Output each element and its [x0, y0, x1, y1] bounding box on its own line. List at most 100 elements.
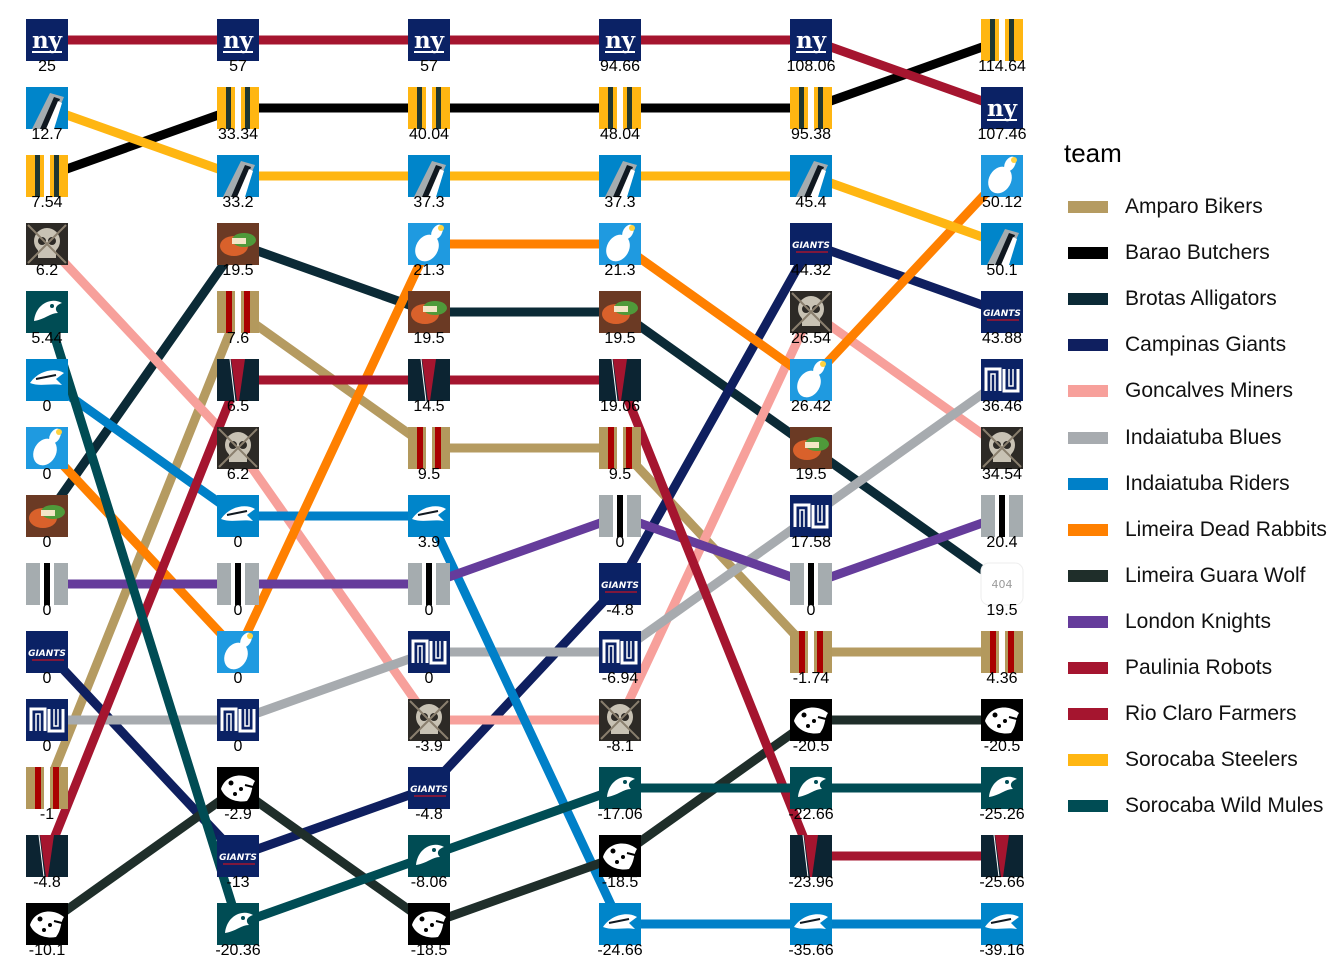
logo-missing-404-icon: 404	[980, 562, 1024, 606]
value-label: -20.36	[215, 942, 260, 959]
value-label: 20.4	[986, 534, 1017, 551]
legend-label: Rio Claro Farmers	[1125, 702, 1297, 726]
value-label: 19.5	[986, 602, 1017, 619]
legend-item-indaiatuba-riders: Indaiatuba Riders	[1064, 461, 1344, 507]
legend-swatch	[1068, 247, 1108, 260]
svg-text:GIANTS: GIANTS	[219, 853, 257, 863]
legend-item-amparo-bikers: Amparo Bikers	[1064, 184, 1344, 230]
value-label: -22.66	[788, 806, 833, 823]
value-label: 4.36	[986, 670, 1017, 687]
value-label: 6.2	[36, 262, 58, 279]
logo-nu-blue-icon	[408, 631, 450, 673]
logo-jaguar-black-icon	[408, 903, 450, 945]
team-logos: 404 GIANTS GIANTS GIANTS GIANTS GIANTS GIANTS n…	[26, 19, 1024, 945]
value-label: 40.04	[409, 126, 449, 143]
value-label: 0	[234, 602, 243, 619]
legend-label: Barao Butchers	[1125, 241, 1270, 265]
logo-jaguar-black-icon	[217, 767, 259, 809]
svg-text:ny: ny	[605, 27, 636, 54]
svg-text:GIANTS: GIANTS	[410, 785, 448, 795]
logo-gator-cartoon-icon	[408, 291, 450, 333]
value-label: 37.3	[413, 194, 444, 211]
logo-rabbit-blue-icon	[408, 223, 450, 265]
legend-item-limeira-dead-rabbits: Limeira Dead Rabbits	[1064, 507, 1344, 553]
value-label: 17.58	[791, 534, 831, 551]
legend-swatch	[1068, 477, 1108, 490]
value-label: 25	[38, 58, 56, 75]
value-label: -8.06	[411, 874, 448, 891]
logo-ny-navy-icon: ny	[26, 19, 68, 61]
logo-panther-grey-icon	[599, 155, 641, 197]
logo-miner-skull-icon	[981, 427, 1023, 469]
legend-item-paulinia-robots: Paulinia Robots	[1064, 645, 1344, 691]
value-label: -4.8	[33, 874, 61, 891]
logo-jaguar-black-icon	[599, 835, 641, 877]
legend-label: Indaiatuba Blues	[1125, 425, 1282, 449]
value-label: 9.5	[609, 466, 631, 483]
value-label: -20.5	[984, 738, 1021, 755]
legend-swatch	[1068, 431, 1108, 444]
legend-label: Brotas Alligators	[1125, 287, 1277, 311]
logo-eagle-teal-icon	[790, 767, 832, 809]
value-label: 33.34	[218, 126, 258, 143]
legend-swatch	[1068, 339, 1108, 352]
value-label: -6.94	[602, 670, 639, 687]
legend-title: team	[1064, 138, 1122, 168]
svg-text:ny: ny	[414, 27, 445, 54]
value-label: 0	[234, 670, 243, 687]
value-label: -20.5	[793, 738, 830, 755]
svg-text:GIANTS: GIANTS	[792, 241, 830, 251]
value-label: -17.06	[597, 806, 642, 823]
logo-nu-blue-icon	[790, 495, 832, 537]
value-label: 19.06	[600, 398, 640, 415]
logo-navy-red-stripe-icon	[790, 834, 832, 878]
legend-label: Campinas Giants	[1125, 333, 1287, 357]
value-label: 19.5	[413, 330, 444, 347]
logo-rabbit-blue-icon	[981, 155, 1023, 197]
logo-panther-grey-icon	[408, 155, 450, 197]
value-label: 0	[616, 534, 625, 551]
logo-miner-skull-icon	[217, 427, 259, 469]
series-line-sorocaba-wild-mules	[42, 310, 1002, 929]
legend-swatch	[1068, 201, 1108, 214]
logo-eagle-teal-icon	[26, 291, 68, 333]
legend-label: London Knights	[1125, 609, 1271, 633]
logo-giants-script-icon: GIANTS	[408, 767, 450, 809]
value-label: 0	[43, 534, 52, 551]
value-label: 36.46	[982, 398, 1022, 415]
svg-text:GIANTS: GIANTS	[28, 649, 66, 659]
svg-text:ny: ny	[32, 27, 63, 54]
logo-gold-red-stripes-icon	[408, 427, 450, 469]
logo-panther-blue-icon	[599, 903, 641, 945]
value-label: 0	[234, 534, 243, 551]
logo-grey-black-stripe-icon	[790, 563, 832, 605]
logo-ny-navy-icon: ny	[217, 19, 259, 61]
legend-item-sorocaba-wild-mules: Sorocaba Wild Mules	[1064, 783, 1344, 829]
logo-green-gold-stripes-icon	[599, 87, 641, 129]
series-line-sorocaba-steelers	[45, 103, 1004, 249]
value-label: 57	[229, 58, 247, 75]
series-line-rio-claro-farmers	[47, 35, 1004, 113]
logo-green-gold-stripes-icon	[217, 87, 259, 129]
logo-navy-red-stripe-icon	[217, 358, 259, 402]
logo-grey-black-stripe-icon	[26, 563, 68, 605]
logo-miner-skull-icon	[599, 699, 641, 741]
logo-nu-blue-icon	[26, 699, 68, 741]
legend-item-goncalves-miners: Goncalves Miners	[1064, 368, 1344, 414]
legend-item-barao-butchers: Barao Butchers	[1064, 230, 1344, 276]
value-label: 0	[43, 466, 52, 483]
value-label: 114.64	[978, 58, 1026, 75]
logo-giants-script-icon: GIANTS	[26, 631, 68, 673]
series-line-london-knights	[47, 511, 1004, 589]
value-label: 37.3	[604, 194, 635, 211]
value-label: -1.74	[793, 670, 830, 687]
logo-miner-skull-icon	[26, 223, 68, 265]
legend-label: Goncalves Miners	[1125, 379, 1294, 403]
series-line-brotas-alligators	[43, 239, 1005, 588]
value-label: 108.06	[787, 58, 836, 75]
legend-item-limeira-guara-wolf: Limeira Guara Wolf	[1064, 553, 1344, 599]
logo-panther-grey-icon	[26, 87, 68, 129]
svg-text:GIANTS: GIANTS	[983, 309, 1021, 319]
legend-label: Sorocaba Wild Mules	[1125, 794, 1324, 818]
value-label: -10.1	[29, 942, 66, 959]
